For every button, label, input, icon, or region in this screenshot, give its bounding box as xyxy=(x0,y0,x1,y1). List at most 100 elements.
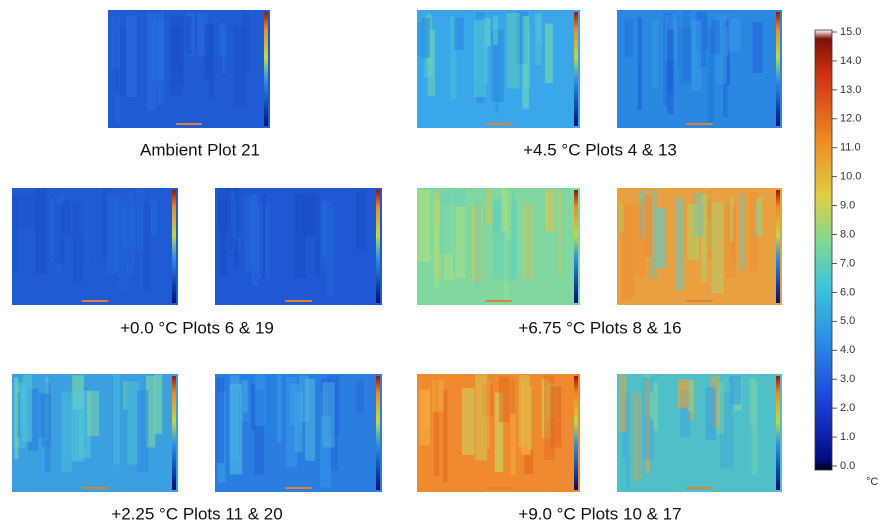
texture xyxy=(558,190,562,275)
texture xyxy=(632,393,642,481)
texture xyxy=(71,393,84,461)
tick-label: 8.0 xyxy=(840,228,855,240)
texture xyxy=(137,390,149,472)
texture xyxy=(545,190,555,232)
tick-label: 4.0 xyxy=(840,344,855,356)
texture xyxy=(321,202,332,271)
tick-label: 5.0 xyxy=(840,315,855,327)
scale-bar xyxy=(686,487,712,489)
texture xyxy=(123,381,127,409)
tick-label: 0.0 xyxy=(840,460,855,472)
tick-label: 6.0 xyxy=(840,286,855,298)
texture xyxy=(475,374,487,460)
tick-label: 2.0 xyxy=(840,402,855,414)
texture xyxy=(322,382,334,447)
texture xyxy=(127,191,134,274)
texture xyxy=(622,205,634,300)
texture xyxy=(151,200,157,237)
texture xyxy=(645,195,652,258)
texture xyxy=(544,376,555,460)
tick-label: 11.0 xyxy=(840,142,861,154)
texture xyxy=(523,16,528,107)
texture xyxy=(729,376,741,405)
texture xyxy=(61,201,70,234)
texture xyxy=(535,14,542,66)
caption: Ambient Plot 21 xyxy=(140,140,260,159)
mini-scale xyxy=(574,376,578,490)
texture xyxy=(216,377,224,463)
scale-bar xyxy=(485,300,511,302)
texture xyxy=(728,18,740,51)
tick-label: 9.0 xyxy=(840,200,855,212)
texture xyxy=(111,16,120,69)
texture xyxy=(740,194,745,270)
texture xyxy=(511,200,518,280)
texture xyxy=(443,390,447,483)
texture xyxy=(751,382,757,475)
texture xyxy=(676,197,684,290)
colorbar xyxy=(815,30,832,470)
texture xyxy=(679,379,689,408)
texture xyxy=(730,198,733,242)
texture xyxy=(186,17,191,55)
texture xyxy=(454,17,463,50)
texture xyxy=(137,190,145,252)
texture xyxy=(493,16,498,45)
caption: +6.75 °C Plots 8 & 16 xyxy=(518,318,681,337)
texture xyxy=(652,20,658,88)
texture xyxy=(757,197,763,236)
texture xyxy=(619,204,623,233)
texture xyxy=(119,28,127,97)
texture xyxy=(462,388,474,455)
texture xyxy=(219,199,227,275)
texture xyxy=(290,384,302,425)
scale-bar xyxy=(485,123,511,125)
texture xyxy=(522,204,533,279)
figure: Ambient Plot 21 +4.5 °C Plots 4 & 13 +0.… xyxy=(0,0,881,527)
texture xyxy=(35,188,47,274)
tick-label: 7.0 xyxy=(840,257,855,269)
texture xyxy=(24,195,36,228)
colorbar-ticks: 0.01.02.03.04.05.06.07.08.09.010.011.012… xyxy=(832,26,861,472)
mini-scale xyxy=(574,12,578,126)
texture xyxy=(706,387,716,440)
texture xyxy=(154,374,162,434)
texture xyxy=(474,20,486,97)
texture xyxy=(633,202,645,276)
texture xyxy=(433,200,440,272)
caption: +2.25 °C Plots 11 & 20 xyxy=(111,504,282,523)
texture xyxy=(87,391,99,436)
scale-bar xyxy=(82,487,109,489)
texture xyxy=(475,201,482,289)
scale-bar xyxy=(176,123,202,125)
scale-bar xyxy=(285,300,312,302)
mini-scale xyxy=(776,376,780,490)
texture xyxy=(62,392,72,472)
texture xyxy=(422,18,430,58)
texture xyxy=(486,189,491,225)
texture xyxy=(694,193,704,237)
texture xyxy=(691,21,701,91)
texture xyxy=(170,27,183,96)
mini-scale xyxy=(776,12,780,126)
texture xyxy=(417,22,422,55)
mini-scale xyxy=(574,190,578,303)
texture xyxy=(42,394,52,447)
caption: +0.0 °C Plots 6 & 19 xyxy=(120,318,274,337)
texture xyxy=(712,202,724,293)
texture xyxy=(356,190,367,250)
texture xyxy=(229,200,234,250)
texture xyxy=(650,392,653,419)
mini-scale xyxy=(376,376,380,490)
texture xyxy=(717,382,724,434)
texture xyxy=(295,194,306,278)
texture xyxy=(688,380,694,412)
texture xyxy=(487,381,490,449)
captions: Ambient Plot 21 +4.5 °C Plots 4 & 13 +0.… xyxy=(111,140,681,523)
texture xyxy=(440,192,452,255)
texture xyxy=(545,24,553,84)
mini-scale xyxy=(172,376,176,490)
colorbar-unit: °C xyxy=(866,476,878,488)
scale-bar xyxy=(686,300,712,302)
texture xyxy=(507,13,520,88)
